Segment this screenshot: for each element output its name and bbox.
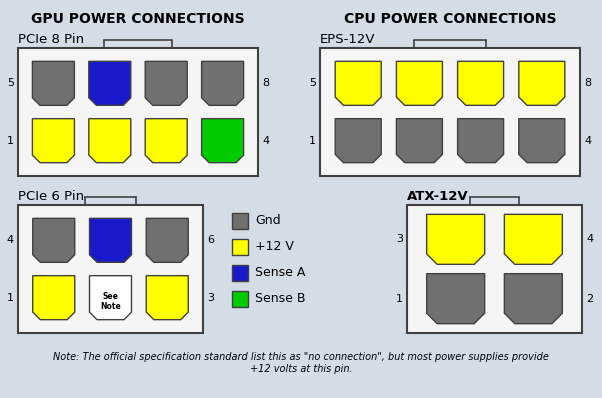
Polygon shape bbox=[202, 61, 244, 105]
Text: 1: 1 bbox=[396, 294, 403, 304]
Text: 8: 8 bbox=[584, 78, 591, 88]
Bar bbox=[407, 205, 582, 333]
Bar bbox=[232, 239, 248, 255]
Text: 6: 6 bbox=[207, 235, 214, 245]
Text: CPU POWER CONNECTIONS: CPU POWER CONNECTIONS bbox=[344, 12, 556, 26]
Polygon shape bbox=[33, 119, 75, 163]
Polygon shape bbox=[89, 61, 131, 105]
Text: EPS-12V: EPS-12V bbox=[320, 33, 376, 46]
Text: 4: 4 bbox=[7, 235, 14, 245]
Text: Sense B: Sense B bbox=[255, 293, 305, 306]
Polygon shape bbox=[504, 274, 562, 324]
Text: ATX-12V: ATX-12V bbox=[407, 190, 468, 203]
Text: 8: 8 bbox=[262, 78, 269, 88]
Polygon shape bbox=[427, 215, 485, 264]
Polygon shape bbox=[519, 119, 565, 163]
Text: 5: 5 bbox=[7, 78, 14, 88]
Bar bbox=[232, 213, 248, 229]
Polygon shape bbox=[33, 276, 75, 320]
Polygon shape bbox=[89, 119, 131, 163]
Text: See
Note: See Note bbox=[100, 292, 121, 310]
Text: 4: 4 bbox=[586, 234, 593, 244]
Polygon shape bbox=[427, 274, 485, 324]
Polygon shape bbox=[458, 119, 504, 163]
Text: +12 V: +12 V bbox=[255, 240, 294, 254]
Polygon shape bbox=[146, 219, 188, 262]
Text: 3: 3 bbox=[207, 293, 214, 302]
Bar bbox=[320, 48, 580, 176]
Text: 5: 5 bbox=[309, 78, 316, 88]
Polygon shape bbox=[458, 61, 504, 105]
Text: PCIe 6 Pin: PCIe 6 Pin bbox=[18, 190, 84, 203]
Bar bbox=[232, 291, 248, 307]
Text: Sense A: Sense A bbox=[255, 267, 305, 279]
Polygon shape bbox=[145, 119, 187, 163]
Polygon shape bbox=[145, 61, 187, 105]
Polygon shape bbox=[90, 219, 131, 262]
Text: 1: 1 bbox=[309, 136, 316, 146]
Polygon shape bbox=[202, 119, 244, 163]
Text: GPU POWER CONNECTIONS: GPU POWER CONNECTIONS bbox=[31, 12, 245, 26]
Polygon shape bbox=[146, 276, 188, 320]
Polygon shape bbox=[335, 61, 381, 105]
Text: 3: 3 bbox=[396, 234, 403, 244]
Text: 4: 4 bbox=[262, 136, 269, 146]
Text: Note: The official specification standard list this as "no connection", but most: Note: The official specification standar… bbox=[53, 352, 549, 374]
Polygon shape bbox=[396, 119, 442, 163]
Text: 1: 1 bbox=[7, 293, 14, 302]
Polygon shape bbox=[90, 276, 131, 320]
Text: PCIe 8 Pin: PCIe 8 Pin bbox=[18, 33, 84, 46]
Bar bbox=[18, 205, 203, 333]
Polygon shape bbox=[33, 61, 75, 105]
Text: 2: 2 bbox=[586, 294, 593, 304]
Polygon shape bbox=[504, 215, 562, 264]
Polygon shape bbox=[33, 219, 75, 262]
Bar bbox=[232, 265, 248, 281]
Polygon shape bbox=[519, 61, 565, 105]
Text: 1: 1 bbox=[7, 136, 14, 146]
Bar bbox=[18, 48, 258, 176]
Polygon shape bbox=[396, 61, 442, 105]
Text: 4: 4 bbox=[584, 136, 591, 146]
Text: Gnd: Gnd bbox=[255, 215, 281, 228]
Polygon shape bbox=[335, 119, 381, 163]
